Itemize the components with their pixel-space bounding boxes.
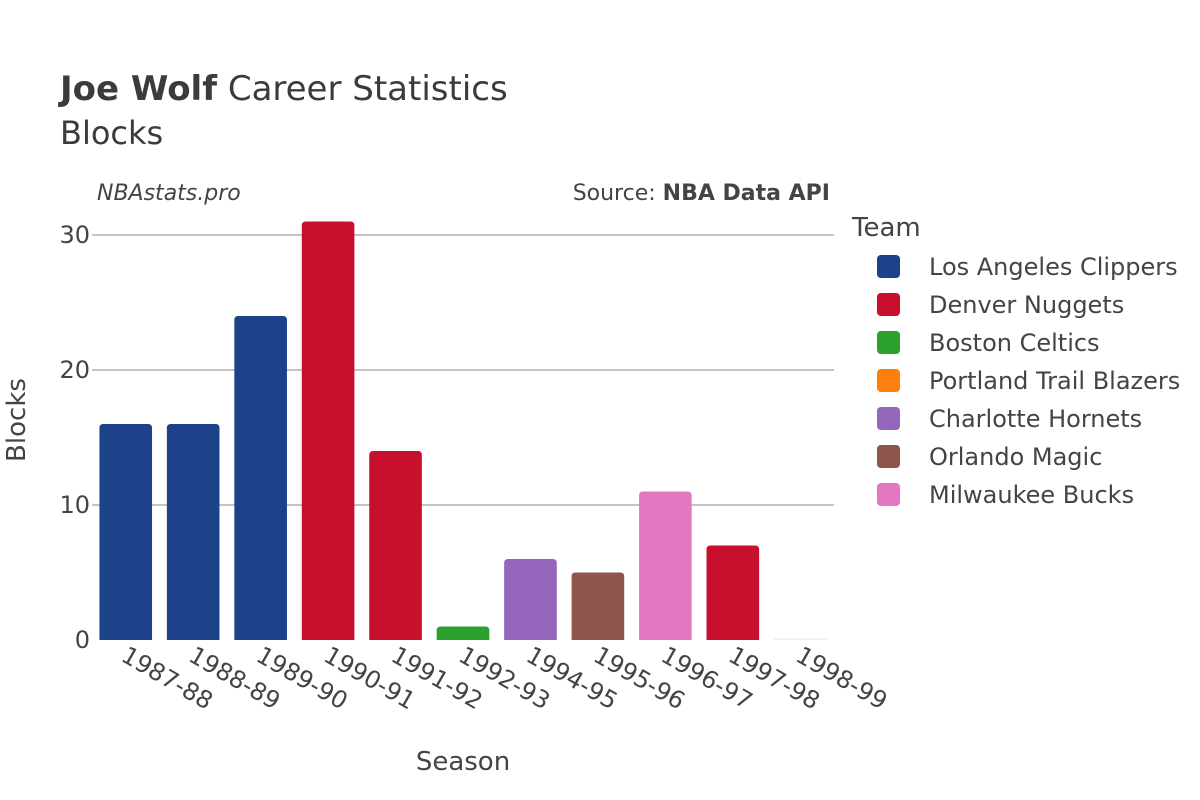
y-tick-label: 10	[59, 491, 90, 519]
bars	[99, 221, 827, 640]
legend-item[interactable]: Orlando Magic	[877, 443, 1102, 471]
chart-subtitle: Blocks	[60, 114, 163, 152]
legend-item[interactable]: Boston Celtics	[877, 329, 1100, 357]
legend-swatch	[877, 445, 900, 468]
bar-1988-89	[166, 424, 220, 640]
bar-1997-98	[706, 545, 760, 640]
chart-title: Joe Wolf Career Statistics	[58, 69, 508, 109]
legend-label: Portland Trail Blazers	[929, 367, 1180, 395]
bar-1987-88	[99, 424, 153, 640]
legend-swatch	[877, 407, 900, 430]
site-credit: NBAstats.pro	[97, 181, 241, 206]
legend-swatch	[877, 331, 900, 354]
bar-1989-90	[234, 316, 287, 640]
legend-item[interactable]: Los Angeles Clippers	[877, 253, 1178, 281]
y-axis-ticks: 0 10 20 30	[59, 221, 90, 654]
legend-label: Charlotte Hornets	[929, 405, 1142, 433]
y-tick-label: 0	[75, 626, 90, 654]
source-prefix: Source:	[573, 181, 663, 206]
y-tick-label: 30	[59, 221, 90, 249]
legend-label: Boston Celtics	[929, 329, 1100, 357]
legend-label: Milwaukee Bucks	[929, 481, 1134, 509]
bar-1994-95	[504, 559, 557, 640]
bar-1990-91	[301, 221, 355, 640]
chart-title-name: Joe Wolf	[58, 69, 218, 109]
legend-swatch	[877, 483, 900, 506]
legend-title: Team	[851, 213, 921, 243]
legend-swatch	[877, 255, 900, 278]
legend-item[interactable]: Denver Nuggets	[877, 291, 1124, 319]
chart-title-rest: Career Statistics	[217, 69, 508, 109]
legend-item[interactable]: Charlotte Hornets	[877, 405, 1142, 433]
source-credit: Source: NBA Data API	[573, 181, 830, 206]
source-name: NBA Data API	[663, 181, 830, 206]
bar-1995-96	[571, 572, 625, 640]
legend: Los Angeles Clippers Denver Nuggets Boston…	[877, 253, 1180, 509]
bar-1998-99	[773, 638, 827, 640]
legend-label: Denver Nuggets	[929, 291, 1124, 319]
bar-1996-97	[639, 491, 692, 640]
y-axis-title: Blocks	[2, 378, 32, 462]
bar-1992-93	[436, 626, 490, 640]
y-tick-label: 20	[59, 356, 90, 384]
legend-label: Los Angeles Clippers	[929, 253, 1178, 281]
legend-swatch	[877, 293, 900, 316]
x-axis-title: Season	[416, 747, 510, 777]
legend-label: Orlando Magic	[929, 443, 1102, 471]
bar-1991-92	[369, 451, 422, 640]
legend-swatch	[877, 369, 900, 392]
legend-item[interactable]: Portland Trail Blazers	[877, 367, 1180, 395]
legend-item[interactable]: Milwaukee Bucks	[877, 481, 1134, 509]
x-axis-ticks: 1987-881988-891989-901990-911991-921992-…	[117, 641, 892, 715]
